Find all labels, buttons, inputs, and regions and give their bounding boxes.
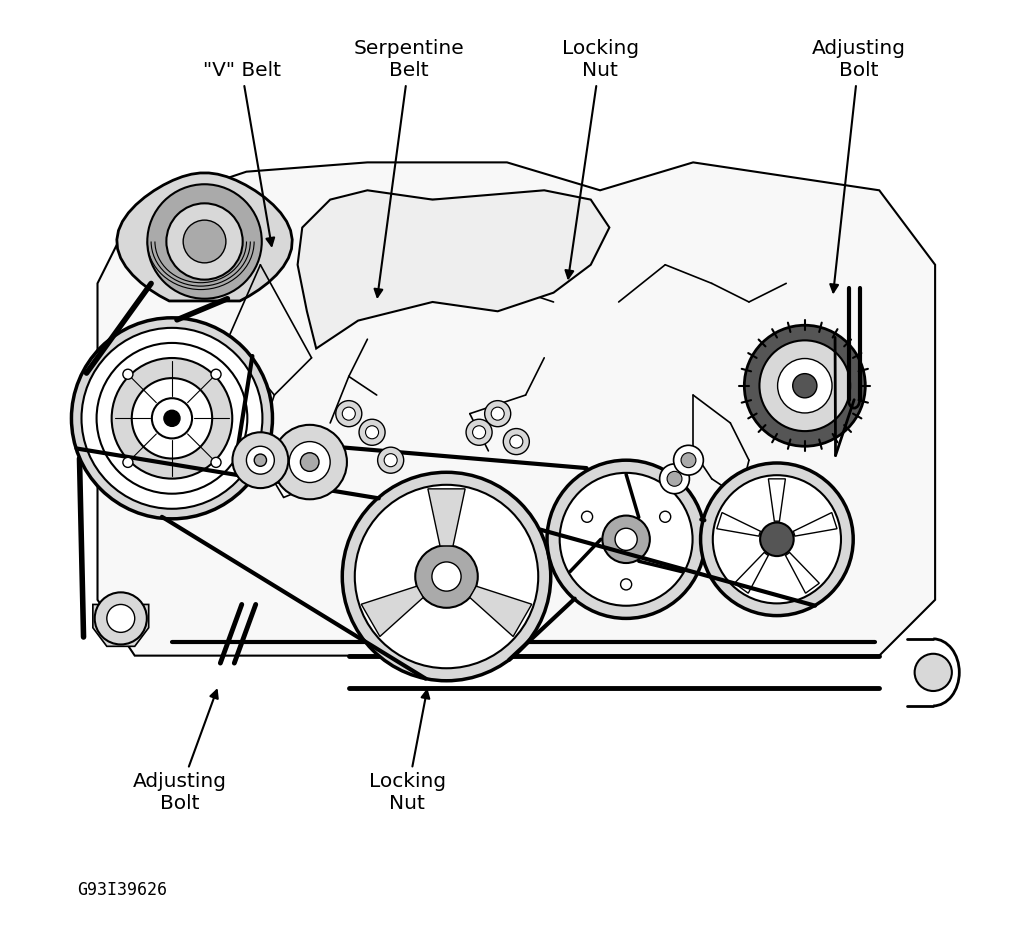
Circle shape: [377, 447, 404, 473]
Circle shape: [416, 546, 478, 608]
Circle shape: [71, 317, 273, 519]
Circle shape: [615, 529, 637, 550]
Circle shape: [466, 419, 492, 445]
Polygon shape: [717, 513, 760, 536]
Text: Adjusting
Bolt: Adjusting Bolt: [812, 39, 906, 292]
Circle shape: [744, 325, 865, 446]
Circle shape: [560, 473, 693, 606]
Circle shape: [778, 359, 832, 413]
Circle shape: [915, 654, 952, 691]
Polygon shape: [97, 162, 935, 655]
Circle shape: [343, 472, 551, 681]
Circle shape: [547, 460, 705, 619]
Circle shape: [602, 516, 650, 563]
Circle shape: [336, 401, 362, 426]
Polygon shape: [428, 489, 465, 546]
Circle shape: [123, 457, 133, 468]
Circle shape: [123, 369, 133, 379]
Circle shape: [473, 425, 486, 439]
Circle shape: [343, 408, 355, 420]
Circle shape: [112, 358, 232, 479]
Circle shape: [621, 578, 632, 590]
Circle shape: [132, 378, 212, 458]
Circle shape: [152, 398, 192, 439]
Circle shape: [713, 475, 841, 604]
Text: G93I39626: G93I39626: [77, 882, 167, 900]
Polygon shape: [386, 200, 498, 246]
Polygon shape: [793, 513, 837, 536]
Circle shape: [510, 435, 523, 448]
Circle shape: [164, 410, 180, 426]
Circle shape: [432, 562, 461, 592]
Circle shape: [760, 522, 794, 556]
Circle shape: [681, 453, 696, 468]
Circle shape: [701, 463, 853, 616]
Text: "V" Belt: "V" Belt: [203, 61, 281, 246]
Polygon shape: [117, 173, 292, 301]
Circle shape: [793, 374, 817, 398]
Circle shape: [503, 428, 529, 454]
Circle shape: [211, 369, 221, 379]
Circle shape: [384, 454, 397, 467]
Circle shape: [94, 593, 147, 644]
Circle shape: [255, 454, 267, 467]
Circle shape: [246, 446, 275, 474]
Circle shape: [491, 408, 504, 420]
Circle shape: [232, 432, 288, 488]
Circle shape: [273, 424, 347, 500]
Polygon shape: [734, 552, 769, 593]
Polygon shape: [786, 552, 819, 593]
Circle shape: [300, 453, 319, 471]
Text: Locking
Nut: Locking Nut: [369, 690, 446, 813]
Circle shape: [660, 464, 690, 494]
Polygon shape: [297, 191, 609, 348]
Circle shape: [81, 328, 263, 509]
Text: Locking
Nut: Locking Nut: [562, 39, 639, 278]
Circle shape: [166, 204, 242, 280]
Circle shape: [365, 425, 378, 439]
Circle shape: [106, 605, 135, 632]
Text: Adjusting
Bolt: Adjusting Bolt: [133, 690, 226, 813]
Polygon shape: [769, 479, 786, 521]
Polygon shape: [469, 586, 531, 637]
Circle shape: [184, 220, 226, 263]
Circle shape: [759, 340, 850, 431]
Circle shape: [359, 419, 385, 445]
Circle shape: [211, 457, 221, 468]
Circle shape: [660, 511, 670, 522]
Circle shape: [667, 471, 682, 486]
Circle shape: [147, 184, 262, 299]
Circle shape: [96, 343, 247, 494]
Text: Serpentine
Belt: Serpentine Belt: [354, 39, 464, 297]
Circle shape: [582, 511, 592, 522]
Circle shape: [673, 445, 704, 475]
Circle shape: [289, 441, 331, 483]
Polygon shape: [93, 605, 149, 646]
Circle shape: [355, 485, 538, 669]
Circle shape: [485, 401, 511, 426]
Polygon shape: [361, 586, 423, 637]
